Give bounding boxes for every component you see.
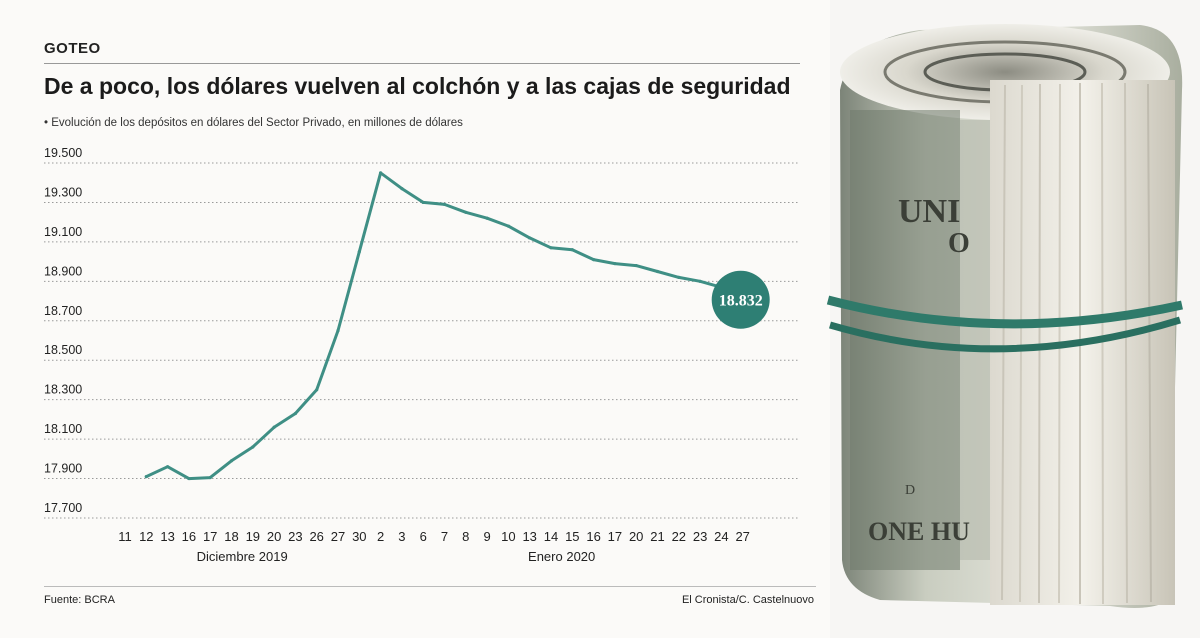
data-point [655,269,660,274]
y-tick-label: 19.500 [44,146,82,160]
data-point [357,250,361,254]
data-point [592,258,596,262]
rubber-band-lower [829,316,1182,353]
y-tick-label: 17.700 [44,501,82,515]
data-point [272,425,276,429]
data-point [251,445,255,449]
x-tick-label: 3 [398,529,405,544]
data-point [144,474,148,479]
data-point [229,459,234,463]
x-tick-label: 8 [462,529,469,544]
x-tick-label: 14 [544,529,558,544]
month-label: Diciembre 2019 [197,549,288,564]
credit-note: El Cronista/C. Castelnuovo [681,594,814,606]
data-point [379,171,383,175]
x-tick-label: 27 [735,529,749,544]
chart-title: De a poco, los dólares vuelven al colchó… [44,73,791,99]
footer-divider [44,586,816,587]
x-tick-label: 6 [420,529,427,544]
x-tick-label: 23 [288,529,302,544]
x-tick-label: 17 [608,529,622,544]
month-label: Enero 2020 [528,549,595,564]
data-point [315,388,319,392]
x-tick-label: 9 [483,529,490,544]
x-tick-label: 13 [160,529,174,544]
data-point [570,248,574,252]
x-tick-label: 30 [352,529,366,544]
data-point [677,275,681,279]
x-tick-label: 27 [331,529,345,544]
data-point [698,279,702,283]
data-point [442,202,447,207]
banknote-band [960,120,990,560]
chart-subtitle: • Evolución de los depósitos en dólares … [44,117,463,129]
y-tick-label: 18.700 [44,304,82,318]
x-tick-label: 19 [246,529,260,544]
y-tick-label: 19.300 [44,185,82,199]
x-tick-label: 11 [118,529,132,544]
header-divider [44,63,800,64]
data-point [400,187,404,191]
data-point [634,263,638,268]
data-point [613,261,617,266]
x-tick-label: 10 [501,529,515,544]
x-tick-label: 12 [139,529,153,544]
y-tick-label: 18.300 [44,383,82,397]
x-tick-label: 20 [267,529,281,544]
y-tick-label: 18.500 [44,343,82,357]
x-tick-label: 16 [182,529,196,544]
x-tick-label: 7 [441,529,448,544]
x-tick-label: 2 [377,529,384,544]
x-tick-label: 24 [714,529,728,544]
data-point [506,224,510,228]
banknote-text-d: D [905,483,915,498]
y-tick-label: 19.100 [44,225,82,239]
end-value-label: 18.832 [719,293,763,310]
source-note: Fuente: BCRA [44,594,115,606]
banknote-text-uni: UNI [898,193,960,230]
data-point [485,216,489,220]
x-tick-label: 20 [629,529,643,544]
x-tick-label: 18 [224,529,238,544]
x-tick-label: 16 [586,529,600,544]
data-point [421,200,425,205]
rubber-band [826,295,1183,329]
infographic-panel [0,0,830,638]
x-tick-label: 26 [309,529,323,544]
x-tick-label: 13 [522,529,536,544]
section-tag: GOTEO [44,40,101,57]
data-point [293,411,297,416]
y-tick-label: 17.900 [44,462,82,476]
data-point [464,210,468,214]
data-point [187,476,191,481]
data-point [166,465,170,469]
data-point [336,329,340,333]
series-line [144,171,745,481]
y-tick-label: 18.100 [44,422,82,436]
x-tick-label: 17 [203,529,217,544]
y-tick-label: 18.900 [44,264,82,278]
x-tick-label: 22 [672,529,686,544]
banknote-text-o: O [948,228,970,259]
line-chart: 19.500 19.300 19.100 18.900 18.700 18.500 18.3… [44,146,800,564]
end-value-marker [711,270,770,329]
x-tick-label: 15 [565,529,579,544]
data-point [549,246,553,250]
data-point [528,236,532,240]
banknote-text-one-hundred: ONE HU [868,517,970,546]
x-tick-label: 23 [693,529,707,544]
x-tick-label: 21 [650,529,664,544]
money-roll-photo: UNI O D ONE HU [826,24,1183,608]
data-point [208,475,212,480]
